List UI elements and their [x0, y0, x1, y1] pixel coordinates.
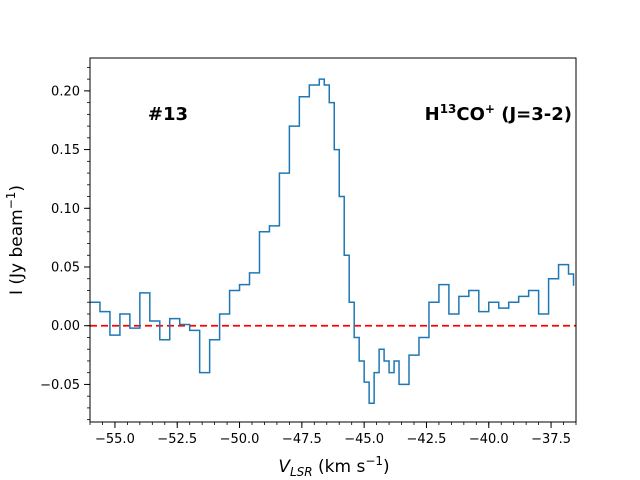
y-tick-label: 0.10: [51, 202, 80, 217]
x-tick-label: −50.0: [220, 432, 260, 447]
x-tick-label: −45.0: [344, 432, 384, 447]
y-tick-label: −0.05: [40, 378, 80, 393]
y-tick-label: 0.15: [51, 143, 80, 158]
y-axis-label: I (Jy beam−1): [4, 185, 27, 295]
x-tick-label: −40.0: [469, 432, 509, 447]
plot-frame: [89, 57, 577, 423]
x-tick-label: −42.5: [407, 432, 447, 447]
spectrum-series-line: [90, 78, 575, 404]
x-tick-label: −55.0: [95, 432, 135, 447]
x-tick-label: −52.5: [157, 432, 197, 447]
x-tick-label: −37.5: [531, 432, 571, 447]
line-name-label: H13CO+ (J=3-2): [425, 102, 572, 125]
y-tick-label: 0.00: [51, 319, 80, 334]
axis-ticks: −55.0 −52.5 −50.0 −47.5 −45.0 −42.5 −40.0 −37.5…: [40, 66, 577, 447]
x-tick-label: −47.5: [282, 432, 322, 447]
x-axis-label: VLSR (km s−1): [278, 454, 389, 479]
y-tick-label: 0.20: [51, 84, 80, 99]
panel-number-label: #13: [148, 104, 188, 125]
y-tick-label: 0.05: [51, 261, 80, 276]
